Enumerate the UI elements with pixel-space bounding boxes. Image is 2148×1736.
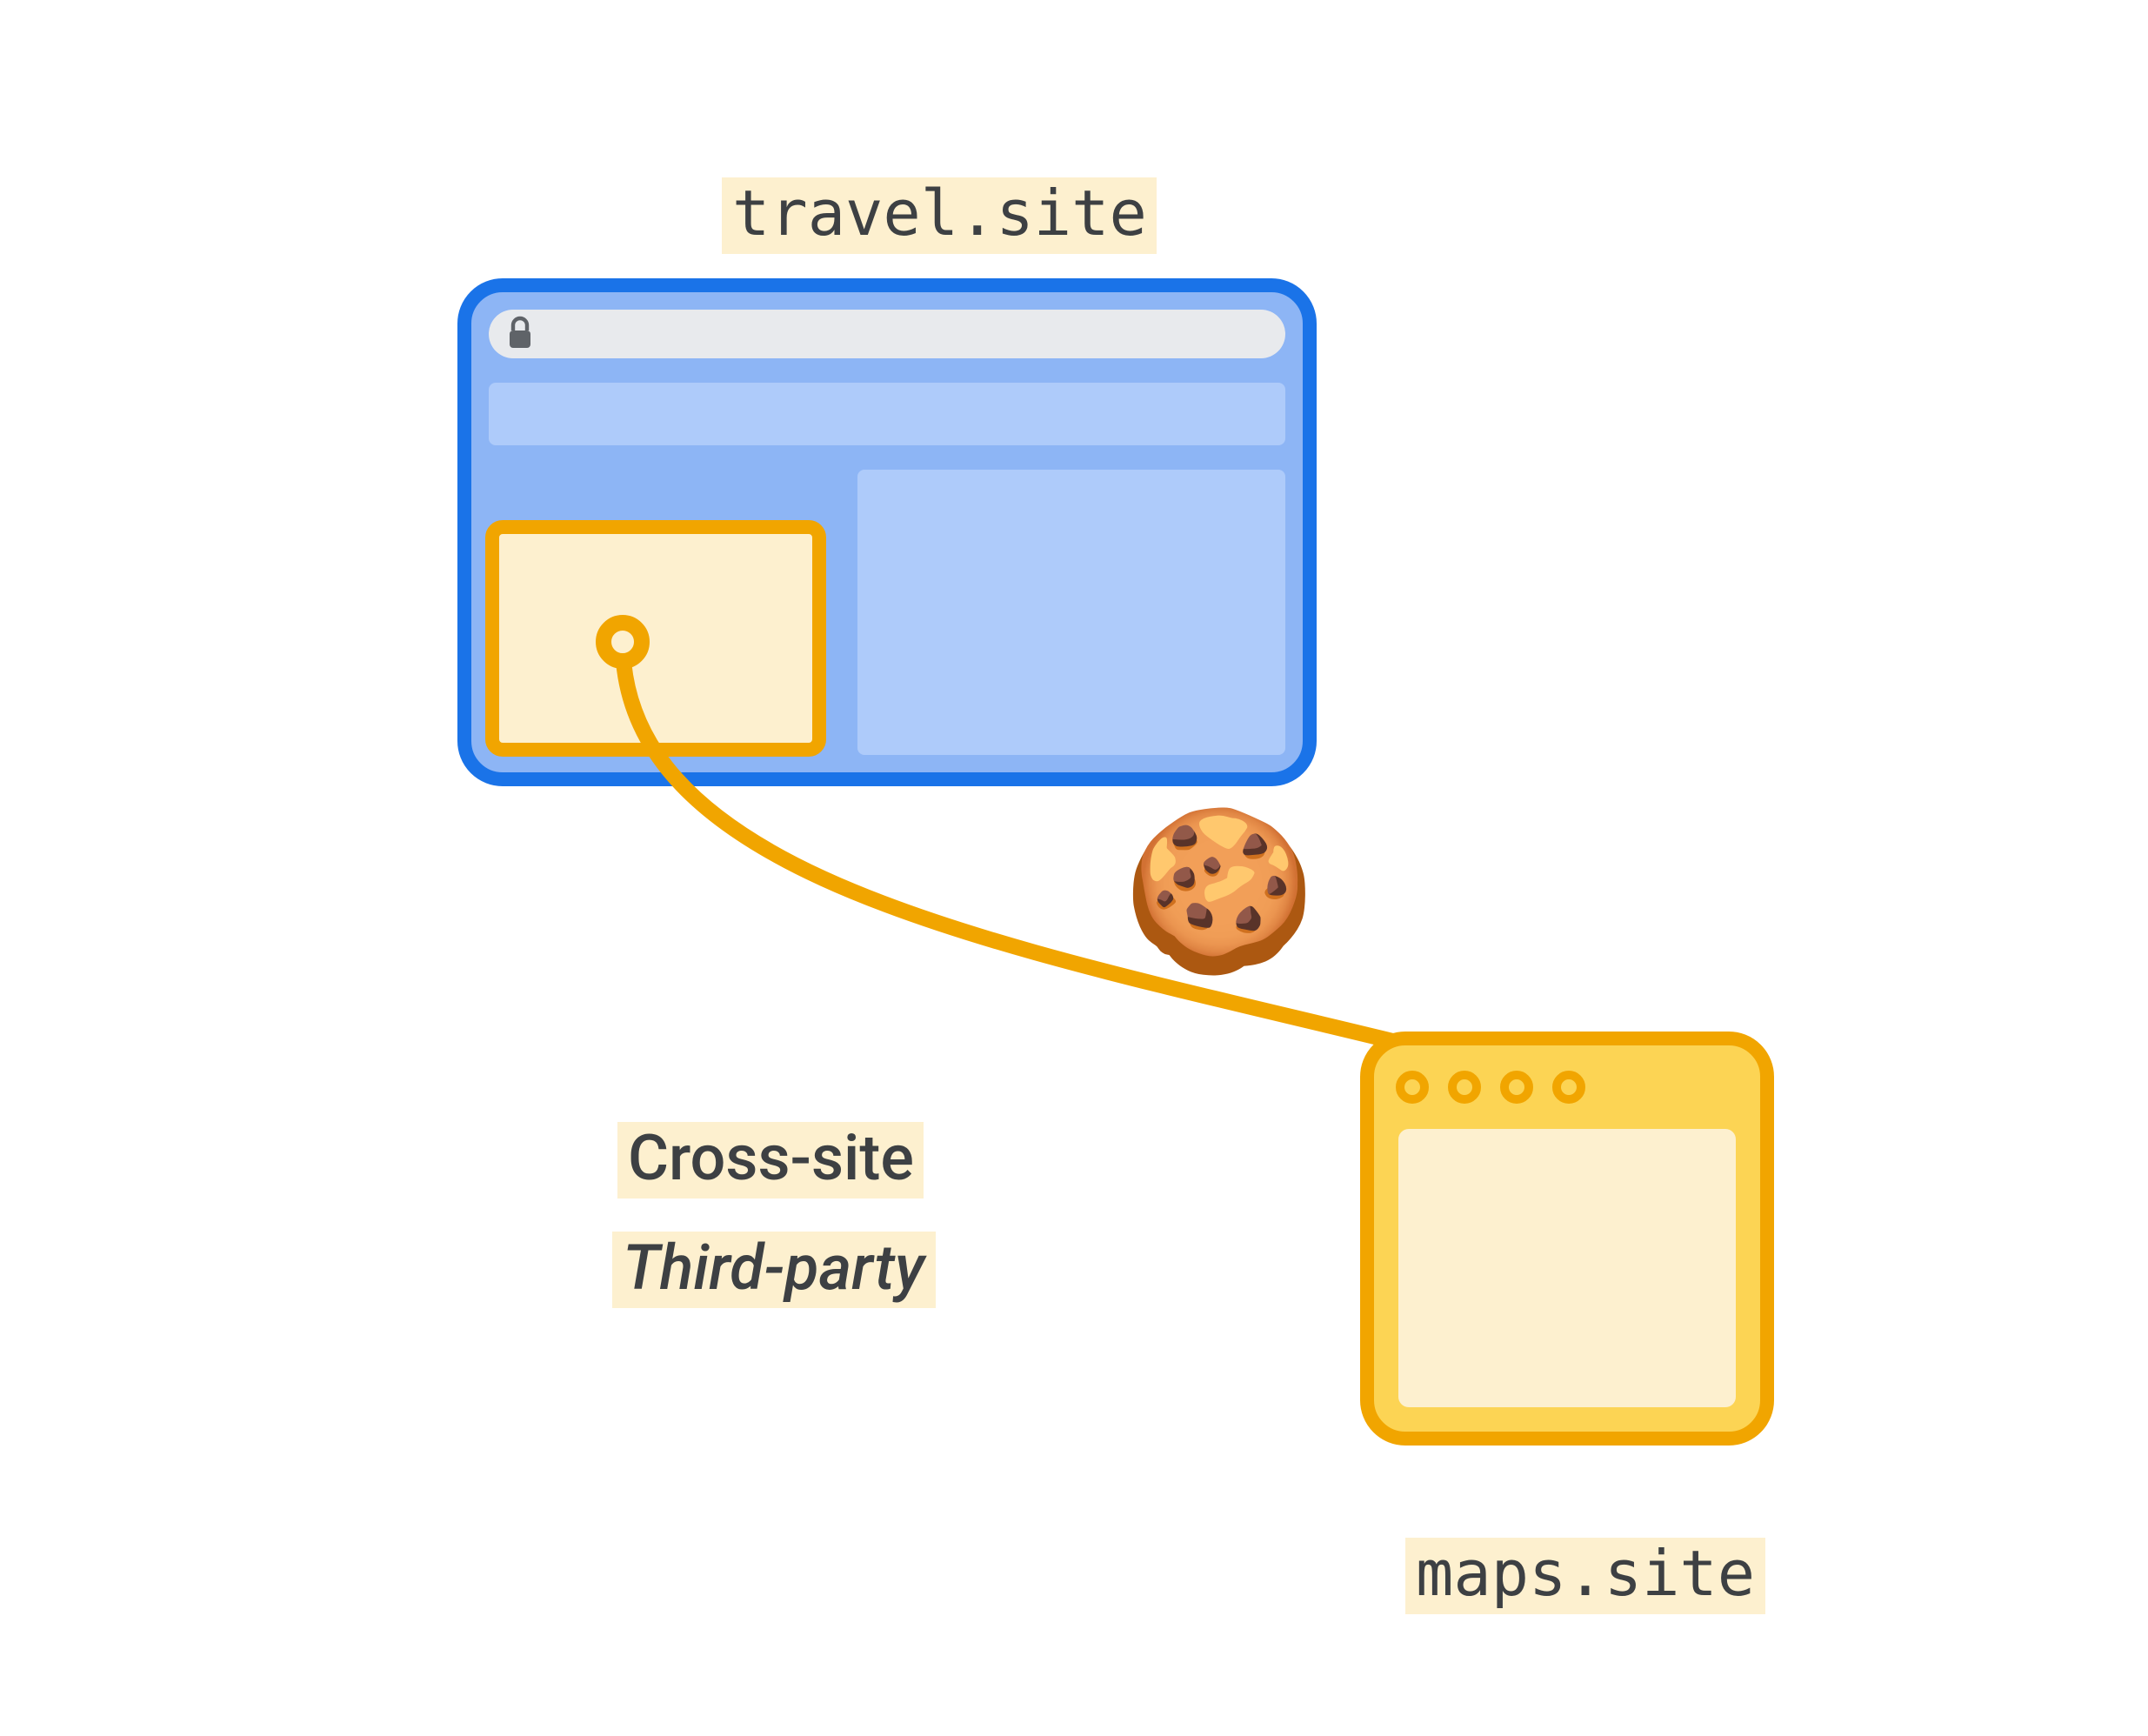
embedded-iframe <box>492 527 819 750</box>
arrow-origin-dot <box>604 623 642 661</box>
browser-header-bar <box>489 383 1285 445</box>
browser-content-right <box>857 470 1285 755</box>
target-site-label: maps.site <box>1405 1538 1765 1613</box>
target-window-body <box>1398 1129 1736 1407</box>
source-site-label: travel.site <box>722 177 1157 253</box>
third-party-caption: Third-party <box>612 1232 935 1307</box>
cross-site-caption: Cross-site <box>617 1122 924 1198</box>
cookie-icon: 🍪 <box>1122 816 1317 972</box>
diagram-stage: 🍪 travel.site maps.site Cross-site Third-par… <box>0 0 2148 1736</box>
diagram-svg <box>0 0 2148 1736</box>
lock-icon <box>510 331 530 348</box>
browser-address-bar <box>489 310 1285 358</box>
